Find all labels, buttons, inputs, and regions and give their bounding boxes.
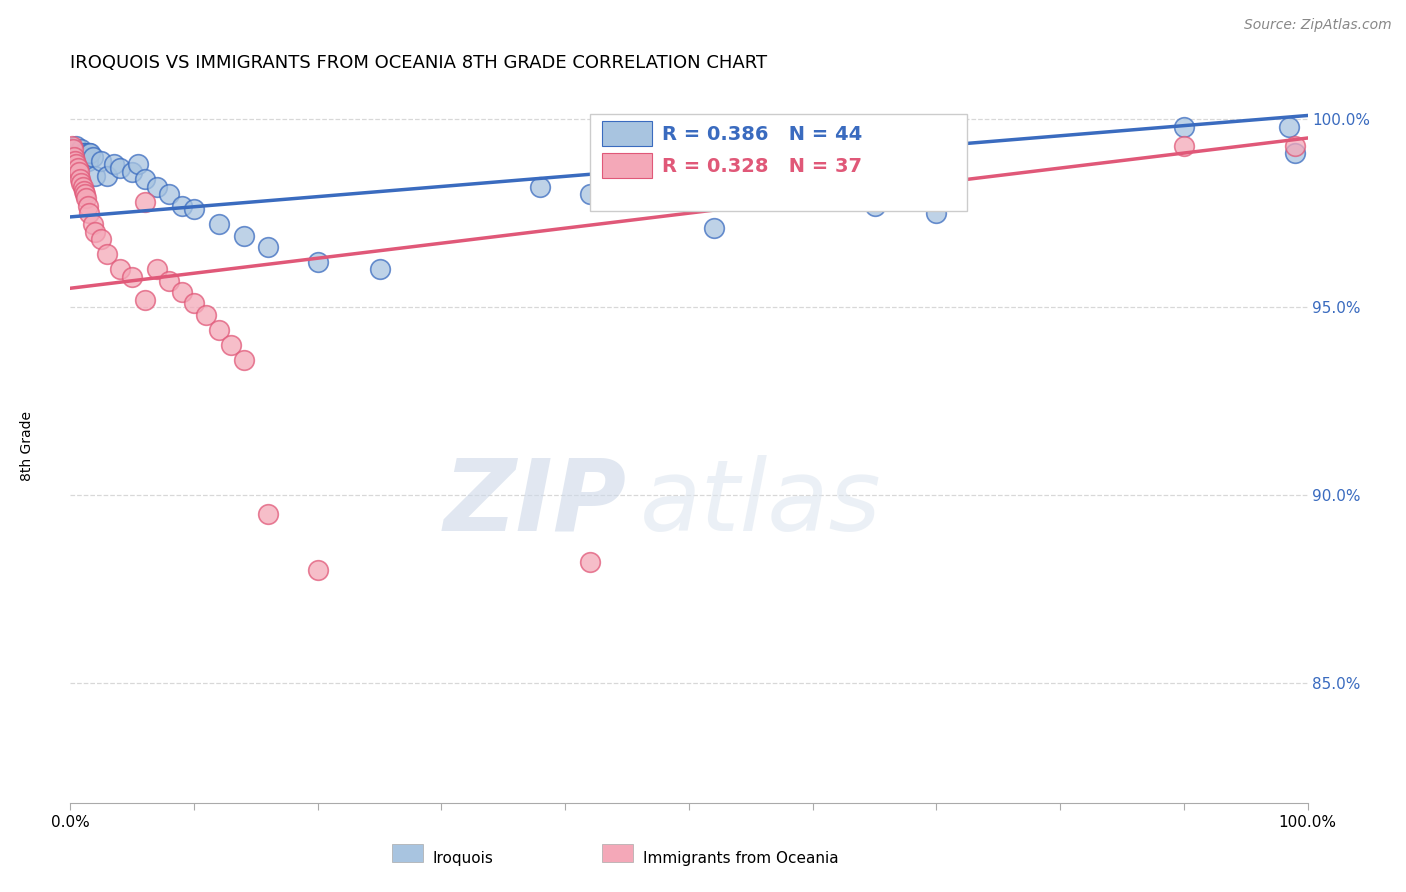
- Point: [529, 179, 551, 194]
- Text: Source: ZipAtlas.com: Source: ZipAtlas.com: [1244, 18, 1392, 32]
- Point: [108, 161, 131, 175]
- Point: [134, 293, 156, 307]
- Point: [678, 187, 700, 202]
- Point: [67, 165, 90, 179]
- Point: [66, 161, 89, 175]
- Point: [67, 146, 90, 161]
- Point: [79, 146, 101, 161]
- Text: R = 0.386   N = 44: R = 0.386 N = 44: [662, 125, 862, 144]
- Point: [77, 146, 100, 161]
- Point: [77, 206, 100, 220]
- Point: [703, 221, 725, 235]
- FancyBboxPatch shape: [602, 120, 652, 146]
- Point: [195, 308, 218, 322]
- Point: [183, 296, 205, 310]
- Point: [257, 507, 280, 521]
- Point: [62, 142, 84, 156]
- Point: [1284, 146, 1306, 161]
- Point: [75, 187, 97, 202]
- Point: [170, 285, 193, 299]
- Point: [157, 187, 180, 202]
- Point: [157, 274, 180, 288]
- Point: [69, 172, 91, 186]
- Point: [90, 153, 112, 168]
- Point: [863, 199, 886, 213]
- Point: [69, 150, 91, 164]
- Text: IROQUOIS VS IMMIGRANTS FROM OCEANIA 8TH GRADE CORRELATION CHART: IROQUOIS VS IMMIGRANTS FROM OCEANIA 8TH …: [70, 54, 768, 71]
- Point: [232, 352, 254, 367]
- Text: Iroquois: Iroquois: [433, 851, 494, 866]
- Point: [307, 255, 329, 269]
- Point: [208, 322, 231, 336]
- Point: [170, 199, 193, 213]
- Point: [84, 225, 107, 239]
- Point: [579, 187, 602, 202]
- Point: [72, 179, 94, 194]
- Point: [73, 184, 96, 198]
- Point: [75, 191, 97, 205]
- Point: [63, 150, 86, 164]
- Point: [76, 199, 98, 213]
- Point: [75, 146, 97, 161]
- Point: [257, 240, 280, 254]
- Point: [96, 247, 118, 261]
- Point: [134, 194, 156, 209]
- FancyBboxPatch shape: [591, 114, 967, 211]
- Point: [82, 150, 104, 164]
- Point: [96, 169, 118, 183]
- Point: [368, 262, 391, 277]
- Point: [63, 153, 86, 168]
- FancyBboxPatch shape: [602, 844, 633, 862]
- Point: [208, 218, 231, 232]
- Point: [90, 232, 112, 246]
- FancyBboxPatch shape: [392, 844, 423, 862]
- Point: [62, 142, 84, 156]
- Point: [84, 169, 107, 183]
- Point: [65, 153, 87, 168]
- Point: [70, 142, 93, 156]
- Point: [127, 157, 149, 171]
- Text: ZIP: ZIP: [444, 455, 627, 551]
- Point: [1284, 138, 1306, 153]
- Point: [925, 206, 948, 220]
- Point: [72, 146, 94, 161]
- Point: [66, 153, 89, 168]
- Point: [183, 202, 205, 217]
- Point: [307, 563, 329, 577]
- Point: [75, 150, 97, 164]
- Point: [73, 150, 96, 164]
- Point: [65, 138, 87, 153]
- Text: Immigrants from Oceania: Immigrants from Oceania: [643, 851, 839, 866]
- Point: [134, 172, 156, 186]
- Point: [1173, 120, 1195, 134]
- Point: [1173, 138, 1195, 153]
- Point: [60, 138, 83, 153]
- Point: [1278, 120, 1301, 134]
- FancyBboxPatch shape: [602, 153, 652, 178]
- Point: [103, 157, 125, 171]
- Point: [146, 262, 169, 277]
- Point: [82, 218, 104, 232]
- Point: [65, 157, 87, 171]
- Point: [121, 165, 143, 179]
- Text: 8th Grade: 8th Grade: [20, 411, 34, 481]
- Point: [108, 262, 131, 277]
- Point: [70, 176, 93, 190]
- Point: [863, 142, 886, 156]
- Point: [232, 228, 254, 243]
- Point: [579, 556, 602, 570]
- Point: [219, 337, 242, 351]
- Text: atlas: atlas: [640, 455, 882, 551]
- Point: [121, 270, 143, 285]
- Point: [60, 146, 83, 161]
- Point: [76, 153, 98, 168]
- Point: [146, 179, 169, 194]
- Text: R = 0.328   N = 37: R = 0.328 N = 37: [662, 157, 862, 176]
- Point: [65, 150, 87, 164]
- Point: [65, 146, 87, 161]
